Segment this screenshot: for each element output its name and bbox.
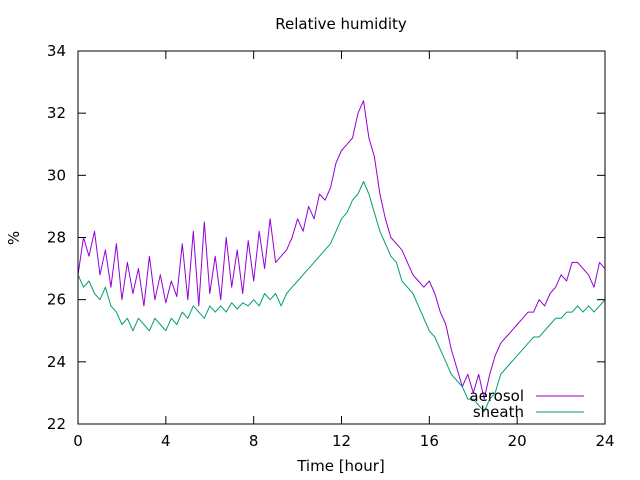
x-axis-label: Time [hour] <box>296 457 385 475</box>
x-tick-label: 0 <box>73 432 83 450</box>
y-tick-label: 34 <box>47 42 66 60</box>
series-layer <box>77 100 606 413</box>
y-tick-label: 28 <box>47 229 66 247</box>
x-tick-label: 16 <box>420 432 439 450</box>
y-tick-label: 30 <box>47 166 66 184</box>
series-line-sheath <box>77 181 606 413</box>
chart-title: Relative humidity <box>275 15 407 33</box>
y-axis-label: % <box>5 231 23 245</box>
legend-label-sheath: sheath <box>473 403 524 421</box>
x-tick-label: 24 <box>595 432 614 450</box>
x-tick-label: 8 <box>249 432 259 450</box>
x-axis: 0 4 8 12 16 20 24 <box>73 51 615 450</box>
y-tick-label: 32 <box>47 104 66 122</box>
y-tick-label: 24 <box>47 353 66 371</box>
y-axis: 22 24 26 28 30 32 34 <box>47 42 605 433</box>
y-tick-label: 22 <box>47 415 66 433</box>
x-tick-label: 20 <box>508 432 527 450</box>
plot-frame <box>77 50 606 425</box>
x-tick-label: 4 <box>161 432 171 450</box>
series-line-aerosol <box>77 100 606 400</box>
x-tick-label: 12 <box>332 432 351 450</box>
legend-label-aerosol: aerosol <box>469 387 524 405</box>
y-tick-label: 26 <box>47 291 66 309</box>
